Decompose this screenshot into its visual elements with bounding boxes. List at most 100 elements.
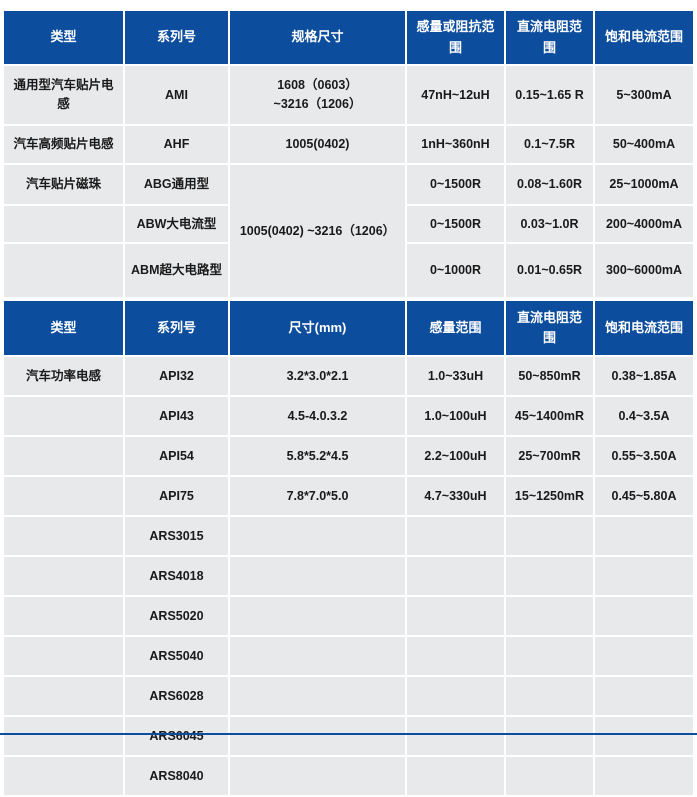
cell-series: ARS6045: [125, 717, 228, 755]
table-row: API54 5.8*5.2*4.5 2.2~100uH 25~700mR 0.55~3.…: [4, 437, 693, 475]
header-row: 类型 系列号 尺寸(mm) 感量范围 直流电阻范围 饱和电流范围: [4, 301, 693, 355]
cell-size: [230, 557, 405, 595]
cell-series: AHF: [125, 126, 228, 163]
cell-dc-resistance: [506, 677, 593, 715]
table-row: ABW大电流型 0~1500R 0.03~1.0R 200~4000mA: [4, 206, 693, 242]
cell-type: 汽车贴片磁珠: [4, 165, 123, 204]
cell-series: API43: [125, 397, 228, 435]
cell-size: [230, 597, 405, 635]
cell-range: 47nH~12uH: [407, 66, 504, 124]
col-header-inductance-impedance-range: 感量或阻抗范围: [407, 11, 504, 64]
cell-series: API32: [125, 357, 228, 395]
cell-dc-resistance: [506, 757, 593, 795]
cell-dc-resistance: 0.1~7.5R: [506, 126, 593, 163]
bottom-accent-bar: [0, 733, 697, 735]
col-header-type: 类型: [4, 301, 123, 355]
cell-series: AMI: [125, 66, 228, 124]
cell-saturation-current: 25~1000mA: [595, 165, 693, 204]
cell-saturation-current: [595, 757, 693, 795]
cell-size: [230, 677, 405, 715]
cell-range: [407, 757, 504, 795]
cell-type: [4, 477, 123, 515]
cell-series: API54: [125, 437, 228, 475]
col-header-series: 系列号: [125, 301, 228, 355]
cell-range: [407, 517, 504, 555]
cell-saturation-current: [595, 637, 693, 675]
cell-type: [4, 517, 123, 555]
cell-type: [4, 677, 123, 715]
cell-series: ABM超大电路型: [125, 244, 228, 297]
cell-dc-resistance: 45~1400mR: [506, 397, 593, 435]
cell-saturation-current: 300~6000mA: [595, 244, 693, 297]
cell-type: 汽车高频贴片电感: [4, 126, 123, 163]
cell-series: ARS6028: [125, 677, 228, 715]
cell-dc-resistance: [506, 557, 593, 595]
cell-type: [4, 397, 123, 435]
cell-size: [230, 717, 405, 755]
table-row: ARS5020: [4, 597, 693, 635]
table-row: ARS3015: [4, 517, 693, 555]
cell-saturation-current: 5~300mA: [595, 66, 693, 124]
cell-dc-resistance: 0.03~1.0R: [506, 206, 593, 242]
cell-saturation-current: 0.38~1.85A: [595, 357, 693, 395]
cell-series: ABG通用型: [125, 165, 228, 204]
cell-size: 1005(0402) ~3216（1206）: [230, 165, 405, 297]
cell-type: [4, 597, 123, 635]
col-header-dc-resistance-range: 直流电阻范围: [506, 301, 593, 355]
col-header-size-mm: 尺寸(mm): [230, 301, 405, 355]
col-header-dc-resistance-range: 直流电阻范围: [506, 11, 593, 64]
cell-type: [4, 437, 123, 475]
cell-series: ARS5040: [125, 637, 228, 675]
cell-dc-resistance: 0.15~1.65 R: [506, 66, 593, 124]
cell-saturation-current: [595, 597, 693, 635]
cell-size: 5.8*5.2*4.5: [230, 437, 405, 475]
cell-saturation-current: [595, 557, 693, 595]
cell-range: 0~1000R: [407, 244, 504, 297]
cell-range: 1.0~100uH: [407, 397, 504, 435]
cell-saturation-current: [595, 717, 693, 755]
cell-saturation-current: 0.55~3.50A: [595, 437, 693, 475]
cell-range: [407, 677, 504, 715]
cell-type: [4, 206, 123, 242]
cell-range: [407, 557, 504, 595]
table-row: 汽车贴片磁珠 ABG通用型 1005(0402) ~3216（1206） 0~1500…: [4, 165, 693, 297]
col-header-saturation-current-range: 饱和电流范围: [595, 301, 693, 355]
cell-size: 1608（0603） ~3216（1206）: [230, 66, 405, 124]
cell-range: [407, 597, 504, 635]
cell-range: 0~1500R: [407, 165, 504, 204]
cell-saturation-current: [595, 517, 693, 555]
cell-range: 4.7~330uH: [407, 477, 504, 515]
table-row: 通用型汽车贴片电感 AMI 1608（0603） ~3216（1206） 47nH~1…: [4, 66, 693, 124]
cell-range: [407, 717, 504, 755]
cell-type: [4, 244, 123, 297]
cell-type: 汽车功率电感: [4, 357, 123, 395]
cell-type: 通用型汽车贴片电感: [4, 66, 123, 124]
table-row: ARS8040: [4, 757, 693, 795]
cell-series: ARS4018: [125, 557, 228, 595]
col-header-saturation-current-range: 饱和电流范围: [595, 11, 693, 64]
cell-saturation-current: 0.45~5.80A: [595, 477, 693, 515]
table-row: ARS6028: [4, 677, 693, 715]
cell-series: ARS3015: [125, 517, 228, 555]
cell-dc-resistance: [506, 597, 593, 635]
cell-range: 1nH~360nH: [407, 126, 504, 163]
table-row: ABM超大电路型 0~1000R 0.01~0.65R 300~6000mA: [4, 244, 693, 297]
table-row: ARS5040: [4, 637, 693, 675]
cell-series: ABW大电流型: [125, 206, 228, 242]
cell-series: ARS8040: [125, 757, 228, 795]
col-header-series: 系列号: [125, 11, 228, 64]
cell-dc-resistance: [506, 717, 593, 755]
cell-dc-resistance: [506, 637, 593, 675]
power-inductor-spec-table: 类型 系列号 尺寸(mm) 感量范围 直流电阻范围 饱和电流范围 汽车功率电感 A…: [2, 299, 695, 797]
cell-dc-resistance: 0.01~0.65R: [506, 244, 593, 297]
cell-size: [230, 757, 405, 795]
table-row: 汽车高频贴片电感 AHF 1005(0402) 1nH~360nH 0.1~7.5R 50…: [4, 126, 693, 163]
cell-saturation-current: 0.4~3.5A: [595, 397, 693, 435]
table-row: API75 7.8*7.0*5.0 4.7~330uH 15~1250mR 0.45~5…: [4, 477, 693, 515]
cell-size: [230, 637, 405, 675]
cell-dc-resistance: 15~1250mR: [506, 477, 593, 515]
cell-series: ARS5020: [125, 597, 228, 635]
cell-dc-resistance: 25~700mR: [506, 437, 593, 475]
col-header-inductance-range: 感量范围: [407, 301, 504, 355]
